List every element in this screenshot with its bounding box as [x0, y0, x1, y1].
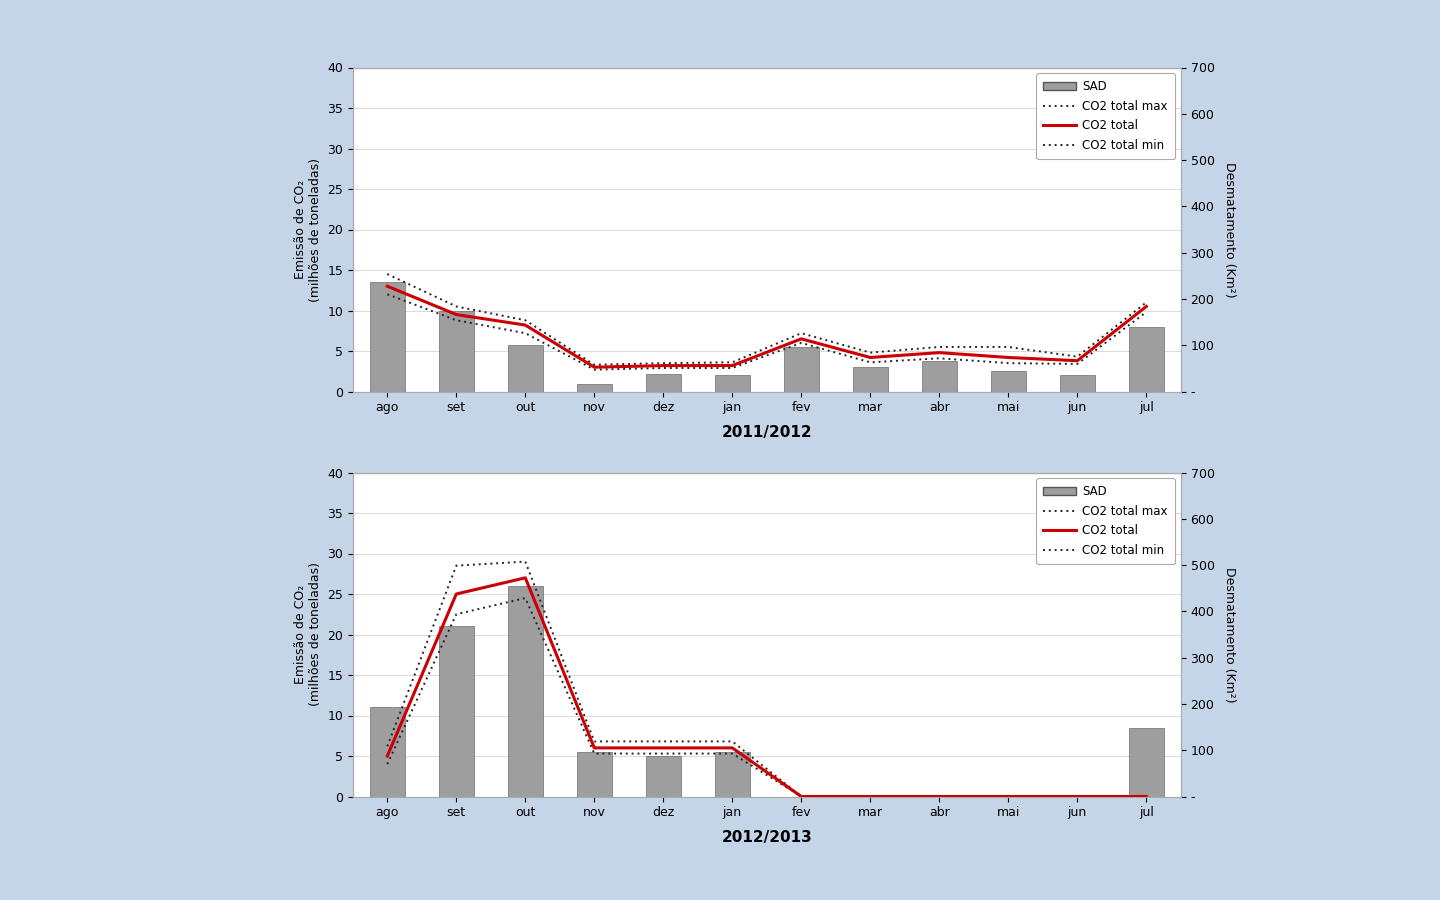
Bar — [508, 586, 543, 796]
Bar — [370, 707, 405, 796]
Bar — [922, 361, 956, 392]
Bar — [1129, 327, 1164, 392]
Y-axis label: Desmatamento (Km²): Desmatamento (Km²) — [1223, 162, 1236, 297]
Bar — [647, 374, 681, 392]
Bar — [439, 626, 474, 796]
Bar — [439, 310, 474, 392]
Legend: SAD, CO2 total max, CO2 total, CO2 total min: SAD, CO2 total max, CO2 total, CO2 total… — [1037, 479, 1175, 564]
X-axis label: 2012/2013: 2012/2013 — [721, 831, 812, 845]
Y-axis label: Desmatamento (Km²): Desmatamento (Km²) — [1223, 567, 1236, 702]
Y-axis label: Emissão de CO₂
(milhões de toneladas): Emissão de CO₂ (milhões de toneladas) — [294, 158, 321, 302]
Bar — [991, 371, 1025, 392]
Bar — [647, 756, 681, 796]
Bar — [577, 752, 612, 796]
Bar — [783, 347, 818, 392]
Legend: SAD, CO2 total max, CO2 total, CO2 total min: SAD, CO2 total max, CO2 total, CO2 total… — [1037, 74, 1175, 159]
Bar — [508, 345, 543, 392]
Bar — [1129, 727, 1164, 796]
Bar — [716, 752, 750, 796]
Bar — [1060, 375, 1094, 392]
Bar — [716, 375, 750, 392]
Y-axis label: Emissão de CO₂
(milhões de toneladas): Emissão de CO₂ (milhões de toneladas) — [294, 562, 321, 706]
X-axis label: 2011/2012: 2011/2012 — [721, 426, 812, 440]
Bar — [852, 367, 887, 392]
Bar — [577, 384, 612, 392]
Bar — [370, 283, 405, 392]
